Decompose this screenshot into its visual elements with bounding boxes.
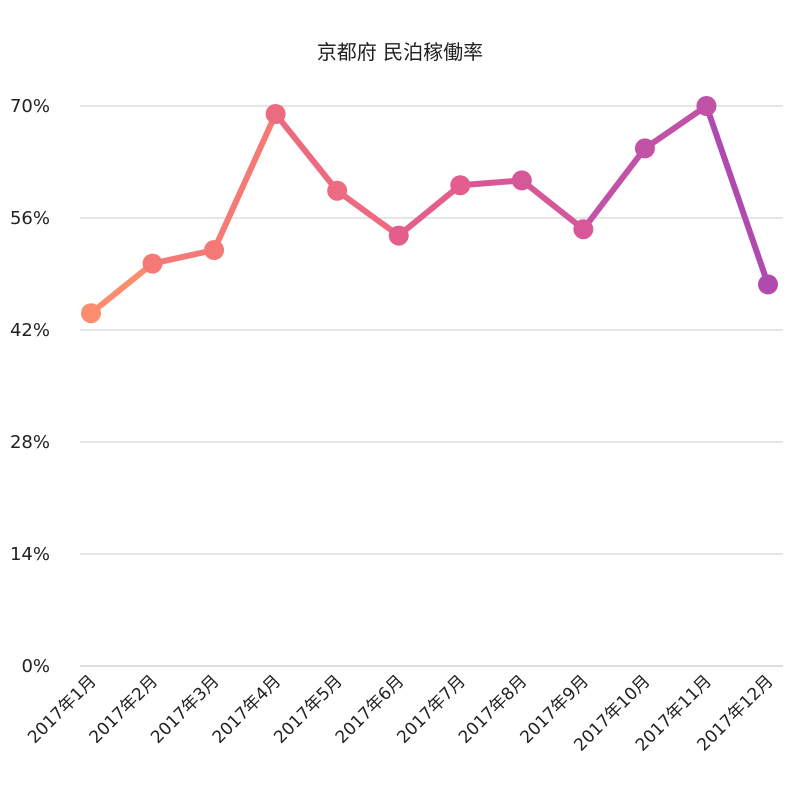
data-point [265,104,286,124]
data-point [204,240,225,260]
series-line-segment [580,145,648,233]
data-point [142,253,163,274]
y-tick-label: 42% [10,320,50,341]
y-tick-label: 0% [21,656,50,677]
data-point [450,175,471,196]
chart-title: 京都府 民泊稼働率 [316,40,484,64]
y-tick-label: 14% [10,544,50,565]
data-point [511,170,532,191]
data-point [327,180,348,201]
data-point [634,138,655,159]
data-point [573,219,594,240]
data-point [81,303,101,324]
series-line-segment [88,260,156,317]
series-line-segment [149,247,218,267]
y-tick-label: 28% [10,432,50,453]
y-tick-label: 70% [10,96,50,117]
series-line-segment [211,111,279,253]
series-line-segment [334,187,402,239]
series-line-segment [395,182,464,239]
data-point [696,96,717,116]
series-line-segment [518,177,587,233]
data-point [388,225,409,246]
y-tick-label: 56% [10,208,50,229]
series-line-segment [457,177,525,189]
series-line-segment [272,111,341,194]
series-line-segment [641,103,710,152]
data-point [758,274,778,295]
series-line-segment [703,103,771,288]
